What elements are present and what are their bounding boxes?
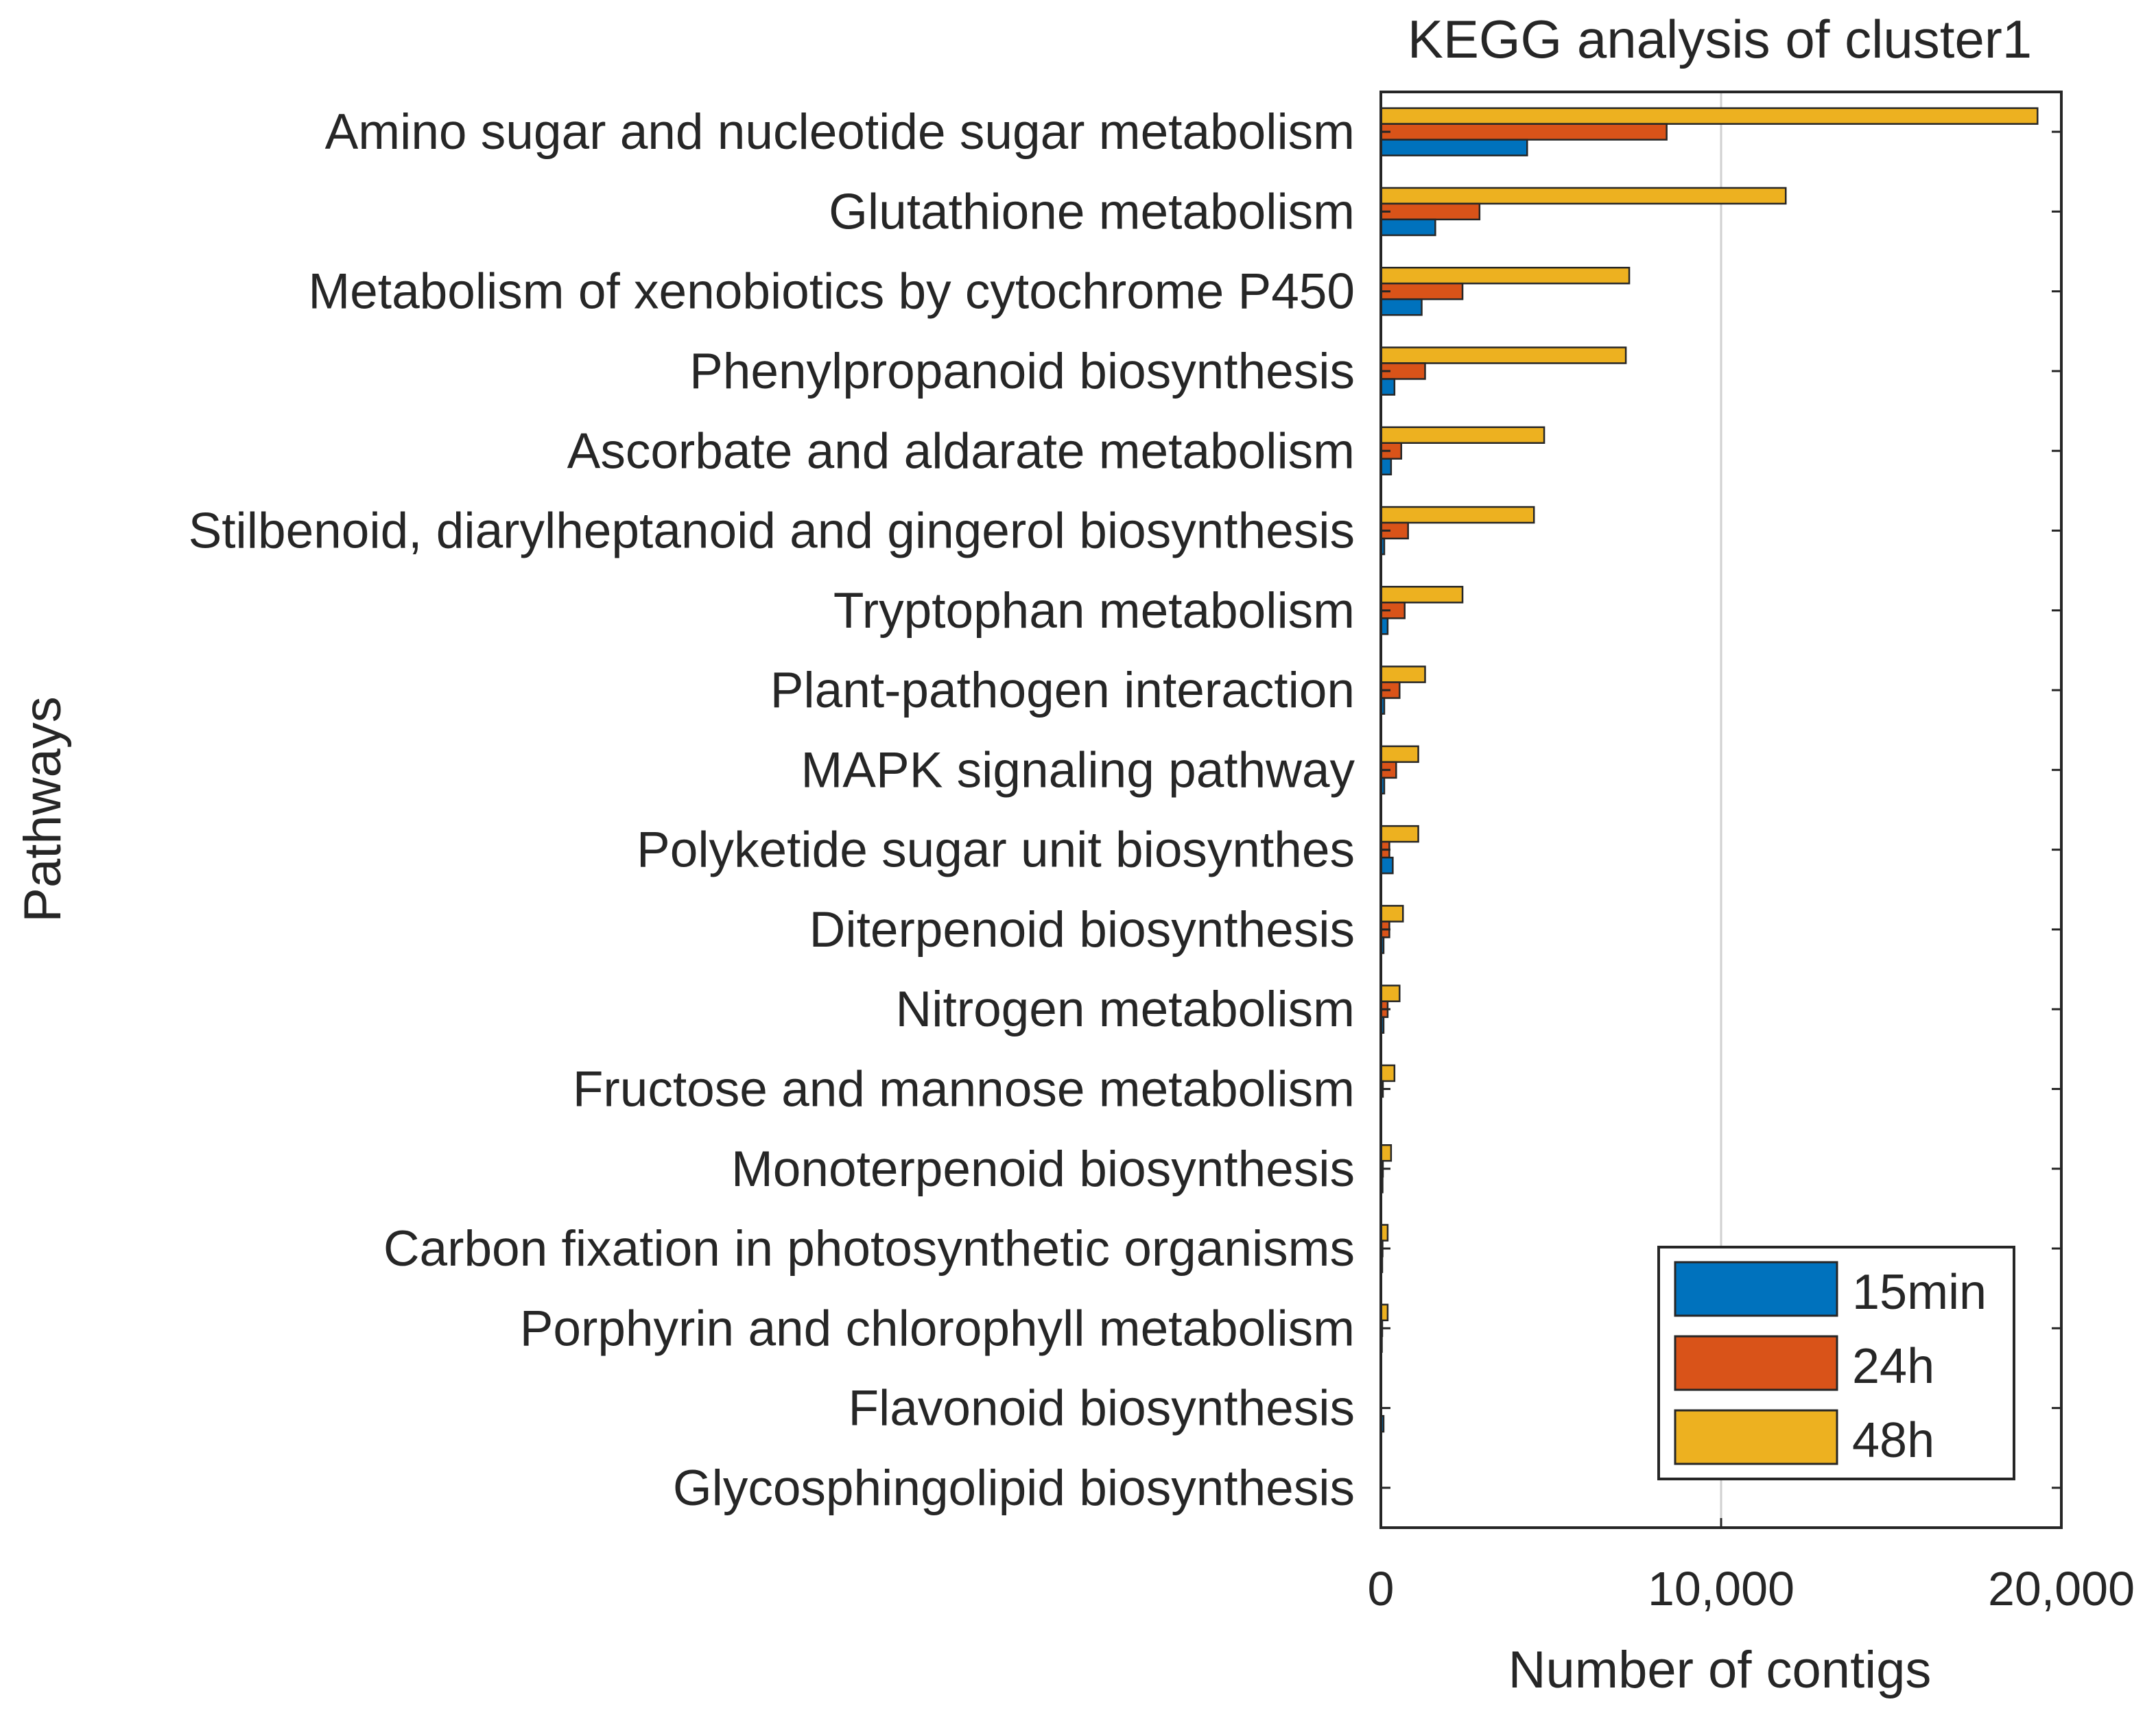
bar-15min (1379, 378, 1396, 396)
x-tick-label: 10,000 (1648, 1562, 1794, 1615)
category-label: Carbon fixation in photosynthetic organi… (383, 1221, 1355, 1277)
y-axis-label: Pathways (14, 696, 72, 923)
bar-48h (1379, 905, 1404, 923)
category-label: Flavonoid biosynthesis (848, 1381, 1355, 1436)
category-label: Phenylpropanoid biosynthesis (689, 344, 1355, 399)
category-label: Glycosphingolipid biosynthesis (673, 1460, 1355, 1516)
bar-24h (1379, 282, 1464, 300)
bar-48h (1379, 187, 1787, 205)
x-axis-label: Number of contigs (1508, 1641, 1932, 1699)
bar-48h (1379, 506, 1535, 524)
chart-title: KEGG analysis of cluster1 (1408, 9, 2032, 69)
bar-48h (1379, 745, 1419, 763)
legend-swatch-15min (1674, 1261, 1838, 1317)
legend: 15min 24h 48h (1657, 1246, 2015, 1480)
bar-48h (1379, 346, 1627, 364)
category-label: Fructose and mannose metabolism (573, 1061, 1355, 1117)
bar-24h (1379, 202, 1481, 221)
category-label: Tryptophan metabolism (833, 583, 1355, 639)
category-label: Glutathione metabolism (829, 184, 1355, 239)
bar-15min (1379, 218, 1436, 237)
legend-swatch-48h (1674, 1409, 1838, 1465)
bar-15min (1379, 856, 1394, 875)
bars-layer (1379, 107, 2039, 1433)
category-label: Amino sugar and nucleotide sugar metabol… (325, 104, 1355, 160)
category-label: Monoterpenoid biosynthesis (731, 1141, 1355, 1197)
xtick-labels: 0 10,000 20,000 (1368, 1562, 2135, 1615)
bar-48h (1379, 107, 2039, 125)
bar-48h (1379, 825, 1419, 843)
bar-48h (1379, 426, 1545, 444)
category-label: Diterpenoid biosynthesis (809, 902, 1355, 958)
bar-15min (1379, 298, 1423, 316)
bar-48h (1379, 665, 1426, 683)
legend-label-48h: 48h (1852, 1413, 1934, 1468)
x-tick-label: 0 (1368, 1562, 1395, 1615)
ticks-layer (1379, 130, 2063, 1528)
bar-48h (1379, 586, 1464, 604)
category-label: Porphyrin and chlorophyll metabolism (520, 1301, 1355, 1356)
category-label: Stilbenoid, diarylheptanoid and gingerol… (189, 504, 1355, 559)
category-label: Ascorbate and aldarate metabolism (567, 423, 1355, 479)
category-label: MAPK signaling pathway (801, 742, 1355, 798)
x-tick-label: 20,000 (1988, 1562, 2135, 1615)
category-label: Polyketide sugar unit biosynthes (637, 822, 1355, 878)
bar-48h (1379, 1144, 1393, 1162)
category-label: Plant-pathogen interaction (770, 663, 1355, 718)
category-labels: Amino sugar and nucleotide sugar metabol… (189, 104, 1355, 1516)
category-label: Metabolism of xenobiotics by cytochrome … (308, 264, 1355, 320)
category-label: Nitrogen metabolism (896, 982, 1355, 1037)
legend-label-15min: 15min (1852, 1265, 1987, 1320)
bar-48h (1379, 984, 1401, 1002)
bar-48h (1379, 266, 1631, 285)
legend-label-24h: 24h (1852, 1339, 1934, 1394)
bar-15min (1379, 139, 1528, 156)
bar-15min (1379, 458, 1393, 475)
legend-swatch-24h (1674, 1335, 1838, 1391)
bar-24h (1379, 123, 1668, 141)
bar-48h (1379, 1064, 1396, 1082)
